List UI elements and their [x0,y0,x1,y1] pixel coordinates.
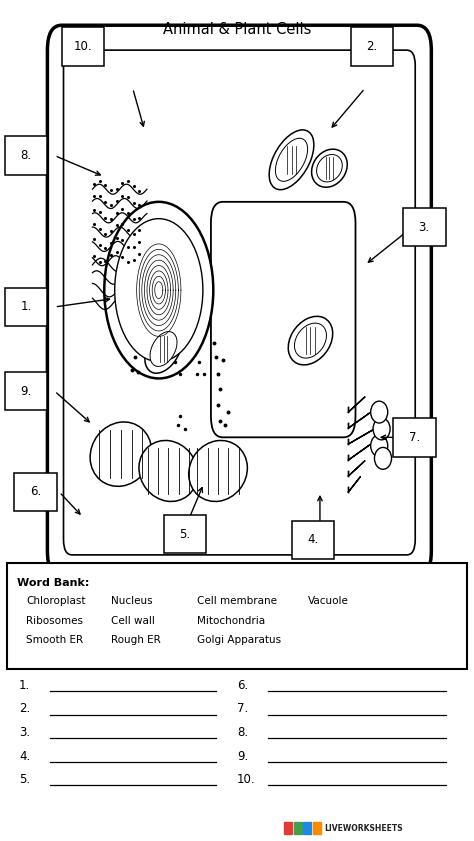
Ellipse shape [115,219,203,362]
Text: 1.: 1. [20,300,32,314]
Text: 5.: 5. [179,527,191,541]
Text: 4.: 4. [307,533,319,547]
Ellipse shape [139,441,198,501]
Ellipse shape [90,422,152,486]
Text: 1.: 1. [19,679,30,692]
Ellipse shape [294,323,327,358]
Ellipse shape [145,325,182,373]
FancyBboxPatch shape [5,288,47,326]
Text: Nucleus: Nucleus [111,596,153,606]
Text: Smooth ER: Smooth ER [26,635,83,645]
FancyBboxPatch shape [351,27,393,66]
Text: 4.: 4. [19,749,30,763]
Text: Word Bank:: Word Bank: [17,578,89,588]
Ellipse shape [189,441,247,501]
Text: Golgi Apparatus: Golgi Apparatus [197,635,281,645]
Bar [303,822,311,834]
Ellipse shape [311,149,347,188]
Text: Animal & Plant Cells: Animal & Plant Cells [163,22,311,37]
FancyBboxPatch shape [393,418,436,457]
Text: LIVEWORKSHEETS: LIVEWORKSHEETS [325,824,403,833]
Text: 6.: 6. [237,679,248,692]
Ellipse shape [269,130,314,190]
Text: 8.: 8. [20,149,32,162]
Ellipse shape [288,316,333,365]
Text: Mitochondria: Mitochondria [197,616,265,626]
Text: 2.: 2. [366,40,378,53]
FancyBboxPatch shape [62,27,104,66]
Ellipse shape [275,138,308,182]
Text: 10.: 10. [73,40,92,53]
Ellipse shape [373,418,390,440]
FancyBboxPatch shape [211,202,356,437]
Text: 10.: 10. [237,773,255,786]
Ellipse shape [104,202,213,378]
Text: 8.: 8. [237,726,248,739]
Text: 3.: 3. [419,220,430,234]
FancyBboxPatch shape [5,372,47,410]
FancyBboxPatch shape [164,515,206,553]
Text: Cell membrane: Cell membrane [197,596,277,606]
Ellipse shape [371,401,388,423]
Text: Rough ER: Rough ER [111,635,161,645]
Bar [313,822,321,834]
Bar [284,822,292,834]
Text: 7.: 7. [409,431,420,444]
Text: 9.: 9. [237,749,248,763]
Bar [294,822,302,834]
FancyBboxPatch shape [47,25,431,576]
FancyBboxPatch shape [14,473,57,511]
FancyBboxPatch shape [403,208,446,246]
Ellipse shape [317,155,342,182]
Text: 6.: 6. [30,485,41,499]
Text: 3.: 3. [19,726,30,739]
Text: 2.: 2. [19,702,30,716]
FancyBboxPatch shape [5,136,47,175]
Text: Vacuole: Vacuole [308,596,349,606]
Ellipse shape [371,435,388,457]
Text: 5.: 5. [19,773,30,786]
Ellipse shape [374,447,392,469]
FancyBboxPatch shape [64,50,415,555]
Text: Ribosomes: Ribosomes [26,616,83,626]
Text: 9.: 9. [20,384,32,398]
Text: Chloroplast: Chloroplast [26,596,86,606]
Text: Cell wall: Cell wall [111,616,155,626]
Ellipse shape [150,331,177,367]
Text: 7.: 7. [237,702,248,716]
FancyBboxPatch shape [7,563,467,669]
FancyBboxPatch shape [292,521,334,559]
